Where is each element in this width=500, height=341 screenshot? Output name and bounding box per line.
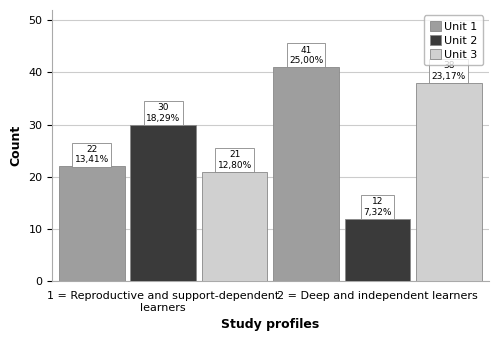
Bar	[59, 166, 124, 281]
Text: 41
25,00%: 41 25,00%	[289, 46, 323, 65]
Text: 12
7,32%: 12 7,32%	[363, 197, 392, 217]
Bar	[416, 83, 482, 281]
Text: 21
12,80%: 21 12,80%	[218, 150, 252, 169]
Text: 38
23,17%: 38 23,17%	[432, 61, 466, 81]
Text: 22
13,41%: 22 13,41%	[74, 145, 109, 164]
Legend: Unit 1, Unit 2, Unit 3: Unit 1, Unit 2, Unit 3	[424, 15, 483, 65]
Bar	[202, 172, 268, 281]
Bar	[130, 125, 196, 281]
X-axis label: Study profiles: Study profiles	[221, 318, 320, 331]
Text: 30
18,29%: 30 18,29%	[146, 103, 180, 122]
Y-axis label: Count: Count	[10, 125, 22, 166]
Bar	[273, 67, 339, 281]
Bar	[344, 219, 410, 281]
